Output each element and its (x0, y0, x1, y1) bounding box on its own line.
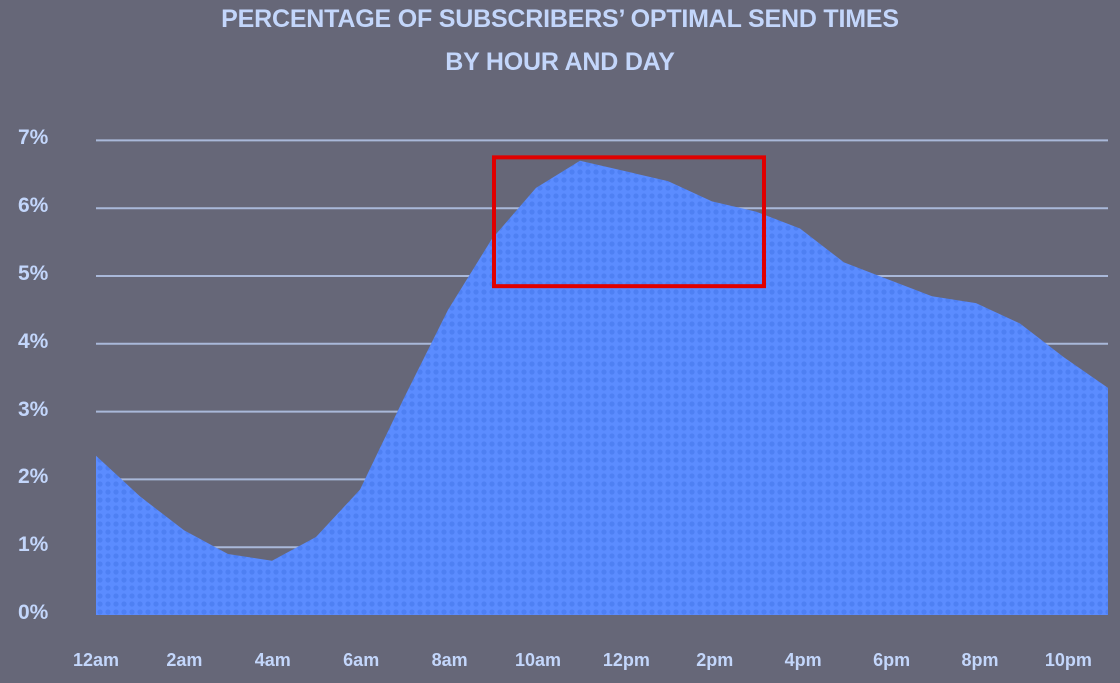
x-tick-label: 2am (166, 650, 203, 670)
x-tick-label: 4pm (784, 650, 822, 670)
y-tick-label: 6% (18, 194, 49, 218)
y-tick-label: 2% (18, 465, 49, 489)
x-tick-label: 10pm (1044, 650, 1092, 670)
y-tick-label: 0% (18, 601, 49, 624)
x-tick-label: 6am (343, 650, 380, 670)
y-tick-label: 4% (18, 329, 49, 353)
area-series (96, 160, 1108, 615)
y-tick-label: 5% (18, 262, 49, 285)
y-tick-label: 3% (18, 397, 49, 421)
x-tick-label: 6pm (873, 650, 911, 670)
x-tick-label: 10am (514, 650, 562, 670)
y-tick-label: 1% (18, 533, 49, 557)
x-tick-label: 4am (254, 650, 291, 670)
highlight-box (492, 155, 766, 289)
chart-subtitle: BY HOUR AND DAY (445, 48, 675, 76)
x-tick-label: 12am (72, 650, 120, 670)
x-tick-label: 8pm (961, 650, 999, 670)
chart-title: PERCENTAGE OF SUBSCRIBERS’ OPTIMAL SEND … (221, 5, 899, 33)
x-tick-label: 2pm (696, 650, 734, 670)
x-tick-label: 8am (431, 650, 468, 670)
y-tick-label: 7% (18, 126, 49, 150)
x-tick-label: 12pm (602, 650, 650, 670)
